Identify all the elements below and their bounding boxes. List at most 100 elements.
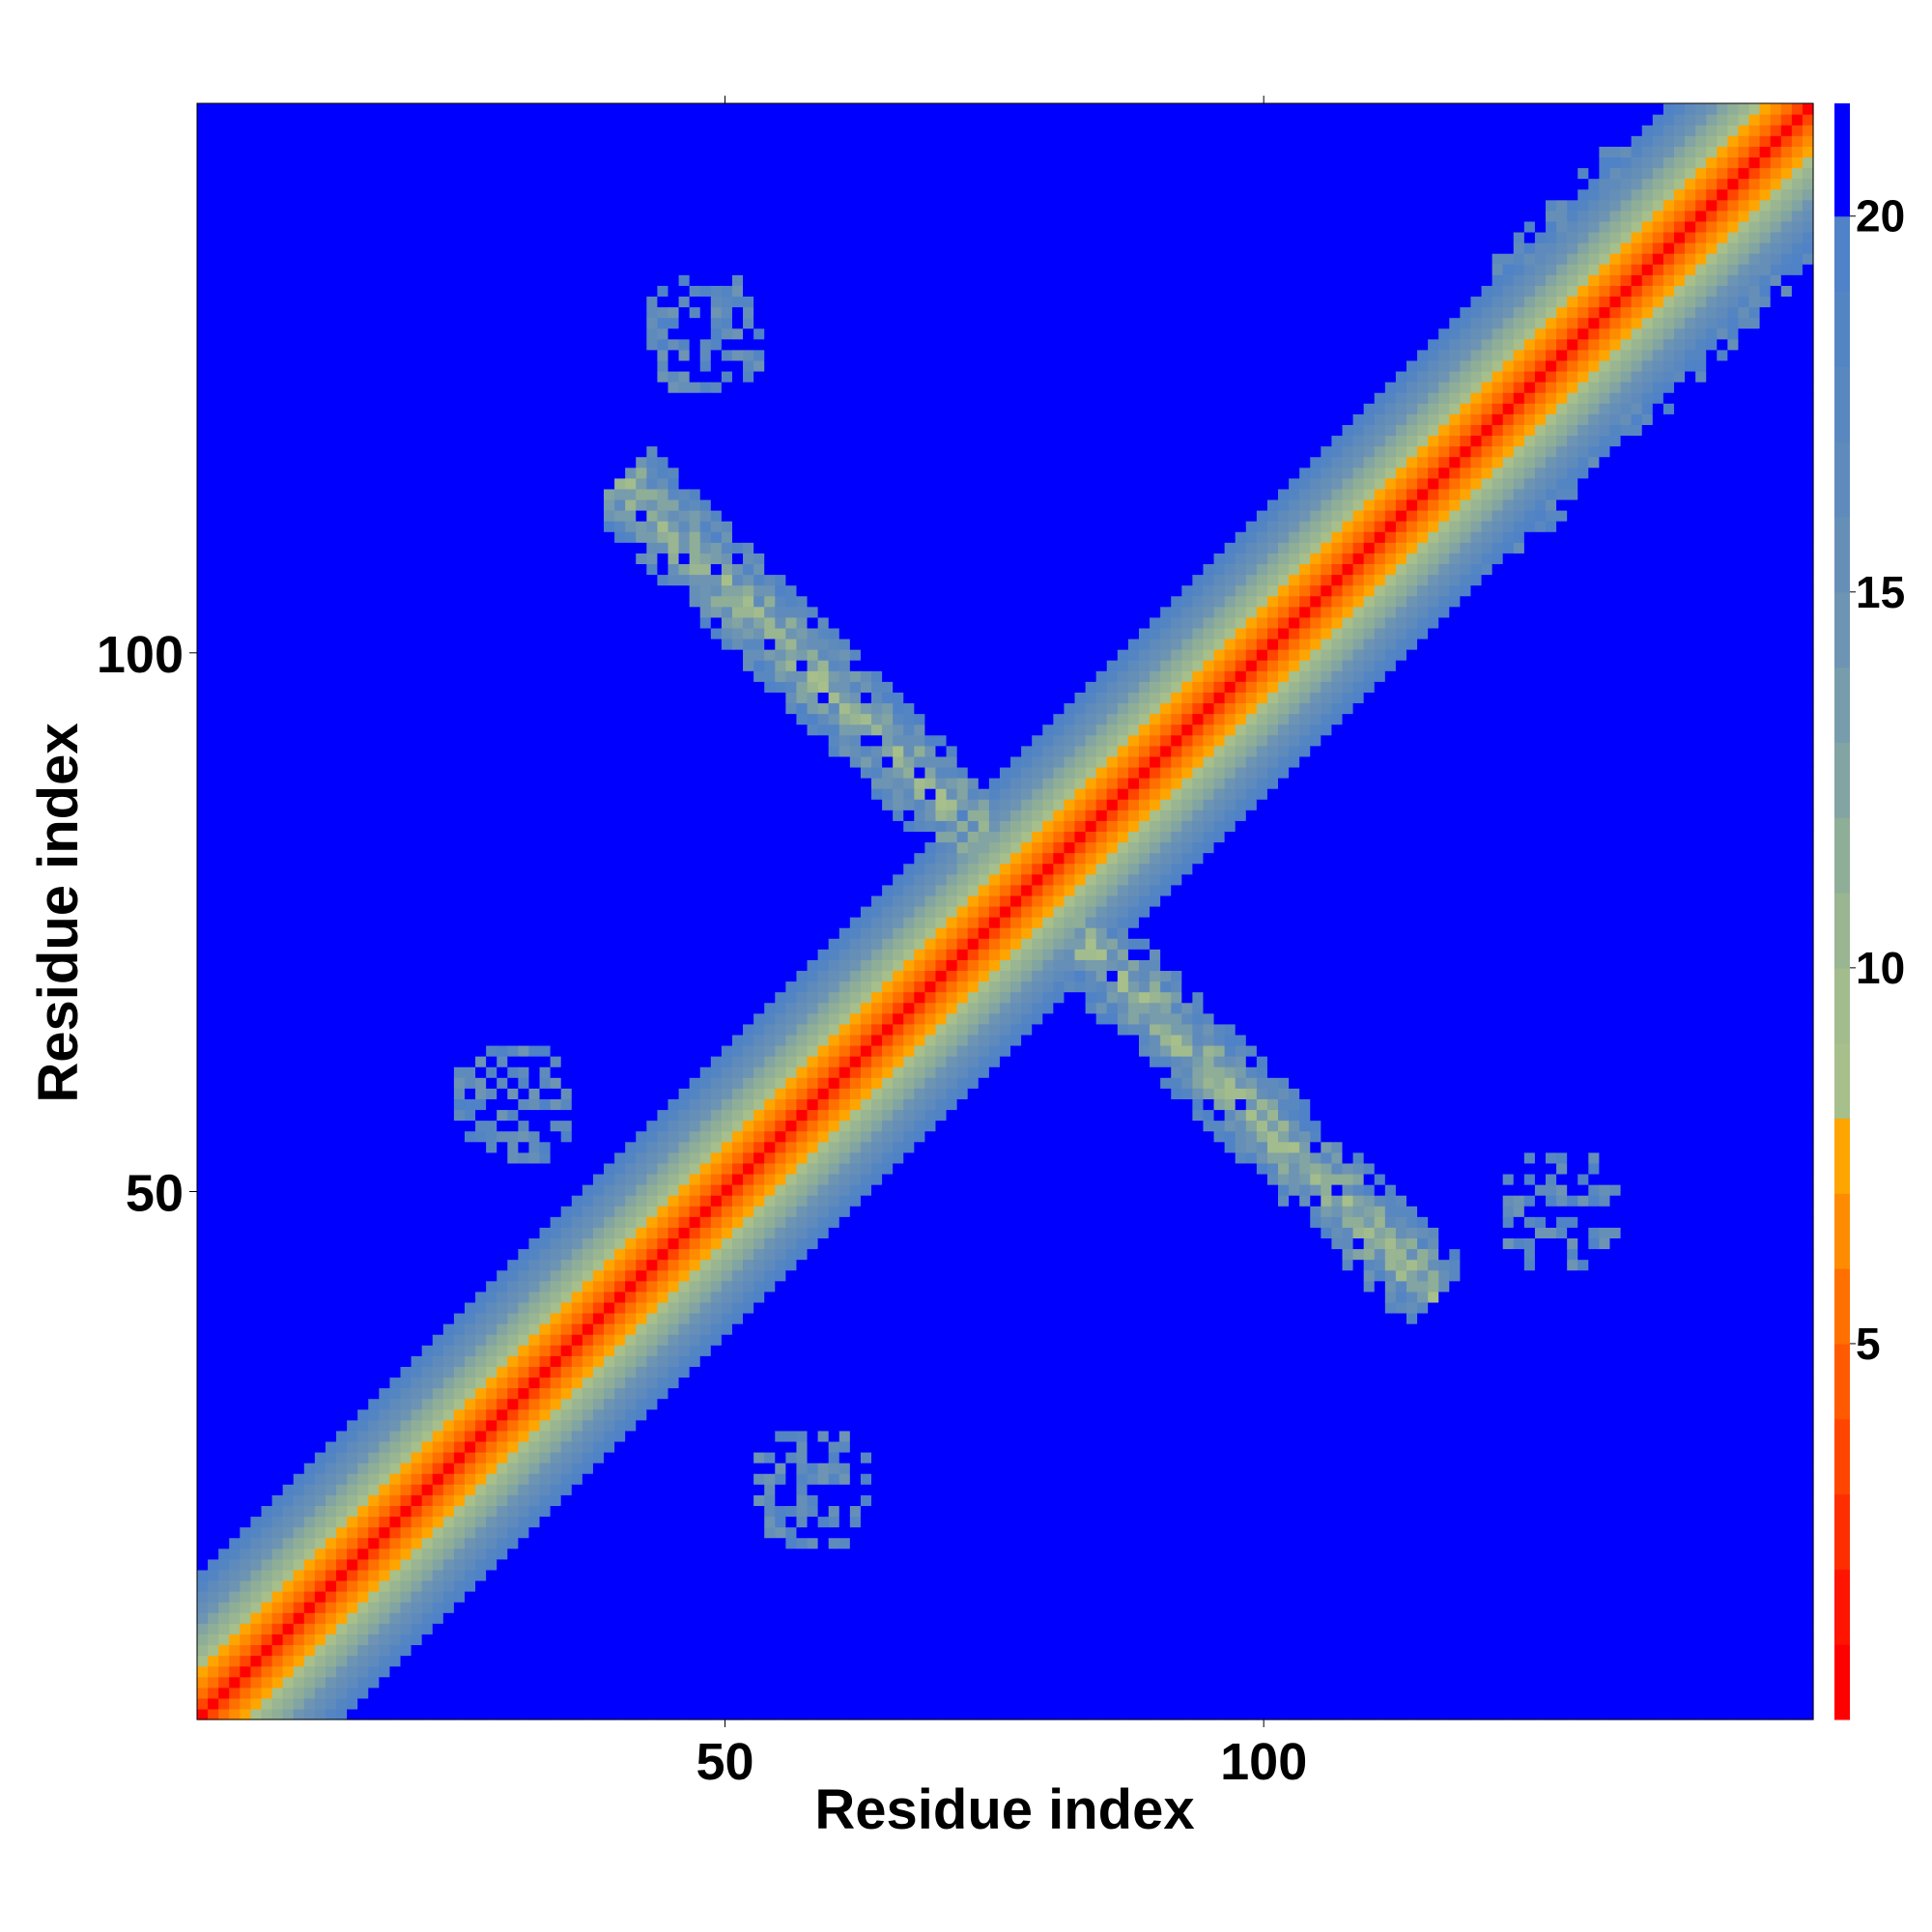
heatmap-cell — [497, 1088, 508, 1099]
heatmap-cell — [475, 403, 487, 414]
heatmap-cell — [401, 125, 412, 136]
heatmap-cell — [250, 841, 262, 853]
heatmap-cell — [433, 489, 444, 500]
heatmap-cell — [422, 189, 434, 201]
heatmap-cell — [465, 617, 476, 629]
heatmap-cell — [389, 927, 401, 939]
heatmap-cell — [229, 521, 241, 532]
heatmap-cell — [240, 499, 251, 511]
heatmap-cell — [454, 1612, 466, 1624]
heatmap-cell — [465, 211, 476, 222]
heatmap-cell — [507, 670, 519, 682]
heatmap-cell — [261, 1377, 272, 1388]
heatmap-cell — [283, 1463, 295, 1474]
heatmap-cell — [336, 1634, 348, 1645]
heatmap-cell — [401, 307, 412, 319]
heatmap-cell — [379, 1612, 390, 1624]
heatmap-cell — [315, 328, 327, 340]
heatmap-cell — [197, 1634, 209, 1645]
heatmap-cell — [486, 1677, 497, 1689]
heatmap-cell — [315, 307, 327, 319]
heatmap-cell — [412, 1109, 423, 1121]
heatmap-cell — [518, 521, 529, 532]
heatmap-cell — [443, 1377, 455, 1388]
heatmap-cell — [272, 1431, 284, 1442]
heatmap-cell — [401, 1570, 412, 1581]
heatmap-cell — [368, 253, 380, 265]
heatmap-cell — [389, 1420, 401, 1432]
heatmap-cell — [475, 895, 487, 907]
heatmap-cell — [315, 831, 327, 842]
heatmap-cell — [486, 1302, 497, 1314]
heatmap-cell — [443, 1399, 455, 1410]
heatmap-cell — [454, 446, 466, 458]
heatmap-cell — [229, 1249, 241, 1261]
heatmap-cell — [294, 339, 305, 351]
heatmap-cell — [315, 1355, 327, 1367]
heatmap-cell — [465, 810, 476, 821]
heatmap-cell — [443, 1473, 455, 1485]
heatmap-cell — [486, 1098, 497, 1110]
heatmap-cell — [197, 457, 209, 469]
heatmap-cell — [357, 1216, 369, 1228]
heatmap-cell — [326, 767, 337, 779]
heatmap-cell — [465, 1077, 476, 1089]
heatmap-cell — [336, 1377, 348, 1388]
heatmap-cell — [465, 724, 476, 736]
heatmap-cell — [240, 735, 251, 747]
heatmap-cell — [528, 735, 540, 747]
heatmap-cell — [401, 596, 412, 608]
heatmap-cell — [240, 1281, 251, 1293]
heatmap-cell — [528, 1602, 540, 1613]
heatmap-cell — [379, 1698, 390, 1710]
heatmap-cell — [454, 628, 466, 639]
heatmap-cell — [347, 1420, 358, 1432]
heatmap-cell — [507, 1612, 519, 1624]
heatmap-cell — [540, 1045, 552, 1057]
heatmap-cell — [412, 232, 423, 243]
heatmap-cell — [475, 125, 487, 136]
heatmap-cell — [336, 1698, 348, 1710]
heatmap-cell — [486, 906, 497, 918]
heatmap-cell — [433, 649, 444, 661]
heatmap-cell — [283, 1548, 295, 1560]
heatmap-cell — [240, 189, 251, 201]
heatmap-cell — [379, 1527, 390, 1539]
heatmap-cell — [283, 970, 295, 981]
heatmap-cell — [272, 1152, 284, 1164]
heatmap-cell — [240, 350, 251, 361]
heatmap-cell — [486, 403, 497, 414]
heatmap-cell — [401, 692, 412, 703]
heatmap-cell — [497, 1077, 508, 1089]
heatmap-cell — [294, 135, 305, 147]
heatmap-cell — [465, 435, 476, 446]
heatmap-cell — [465, 1591, 476, 1603]
heatmap-cell — [422, 200, 434, 212]
heatmap-cell — [208, 1249, 219, 1261]
heatmap-cell — [197, 864, 209, 875]
heatmap-cell — [315, 1024, 327, 1036]
heatmap-cell — [507, 307, 519, 319]
heatmap-cell — [465, 1195, 476, 1207]
heatmap-cell — [422, 1045, 434, 1057]
heatmap-cell — [229, 1024, 241, 1036]
heatmap-cell — [294, 1494, 305, 1506]
heatmap-cell — [240, 510, 251, 522]
heatmap-cell — [528, 746, 540, 757]
heatmap-cell — [283, 1355, 295, 1367]
heatmap-cell — [518, 531, 529, 543]
heatmap-cell — [422, 1345, 434, 1356]
heatmap-cell — [315, 371, 327, 383]
heatmap-cell — [294, 778, 305, 789]
heatmap-cell — [540, 917, 552, 928]
heatmap-cell — [347, 1441, 358, 1453]
heatmap-cell — [208, 1452, 219, 1463]
heatmap-cell — [528, 1098, 540, 1110]
heatmap-cell — [326, 874, 337, 886]
heatmap-cell — [454, 1292, 466, 1303]
heatmap-cell — [433, 424, 444, 436]
heatmap-cell — [283, 788, 295, 800]
heatmap-cell — [528, 1612, 540, 1624]
heatmap-cell — [208, 1035, 219, 1046]
heatmap-cell — [261, 1688, 272, 1699]
